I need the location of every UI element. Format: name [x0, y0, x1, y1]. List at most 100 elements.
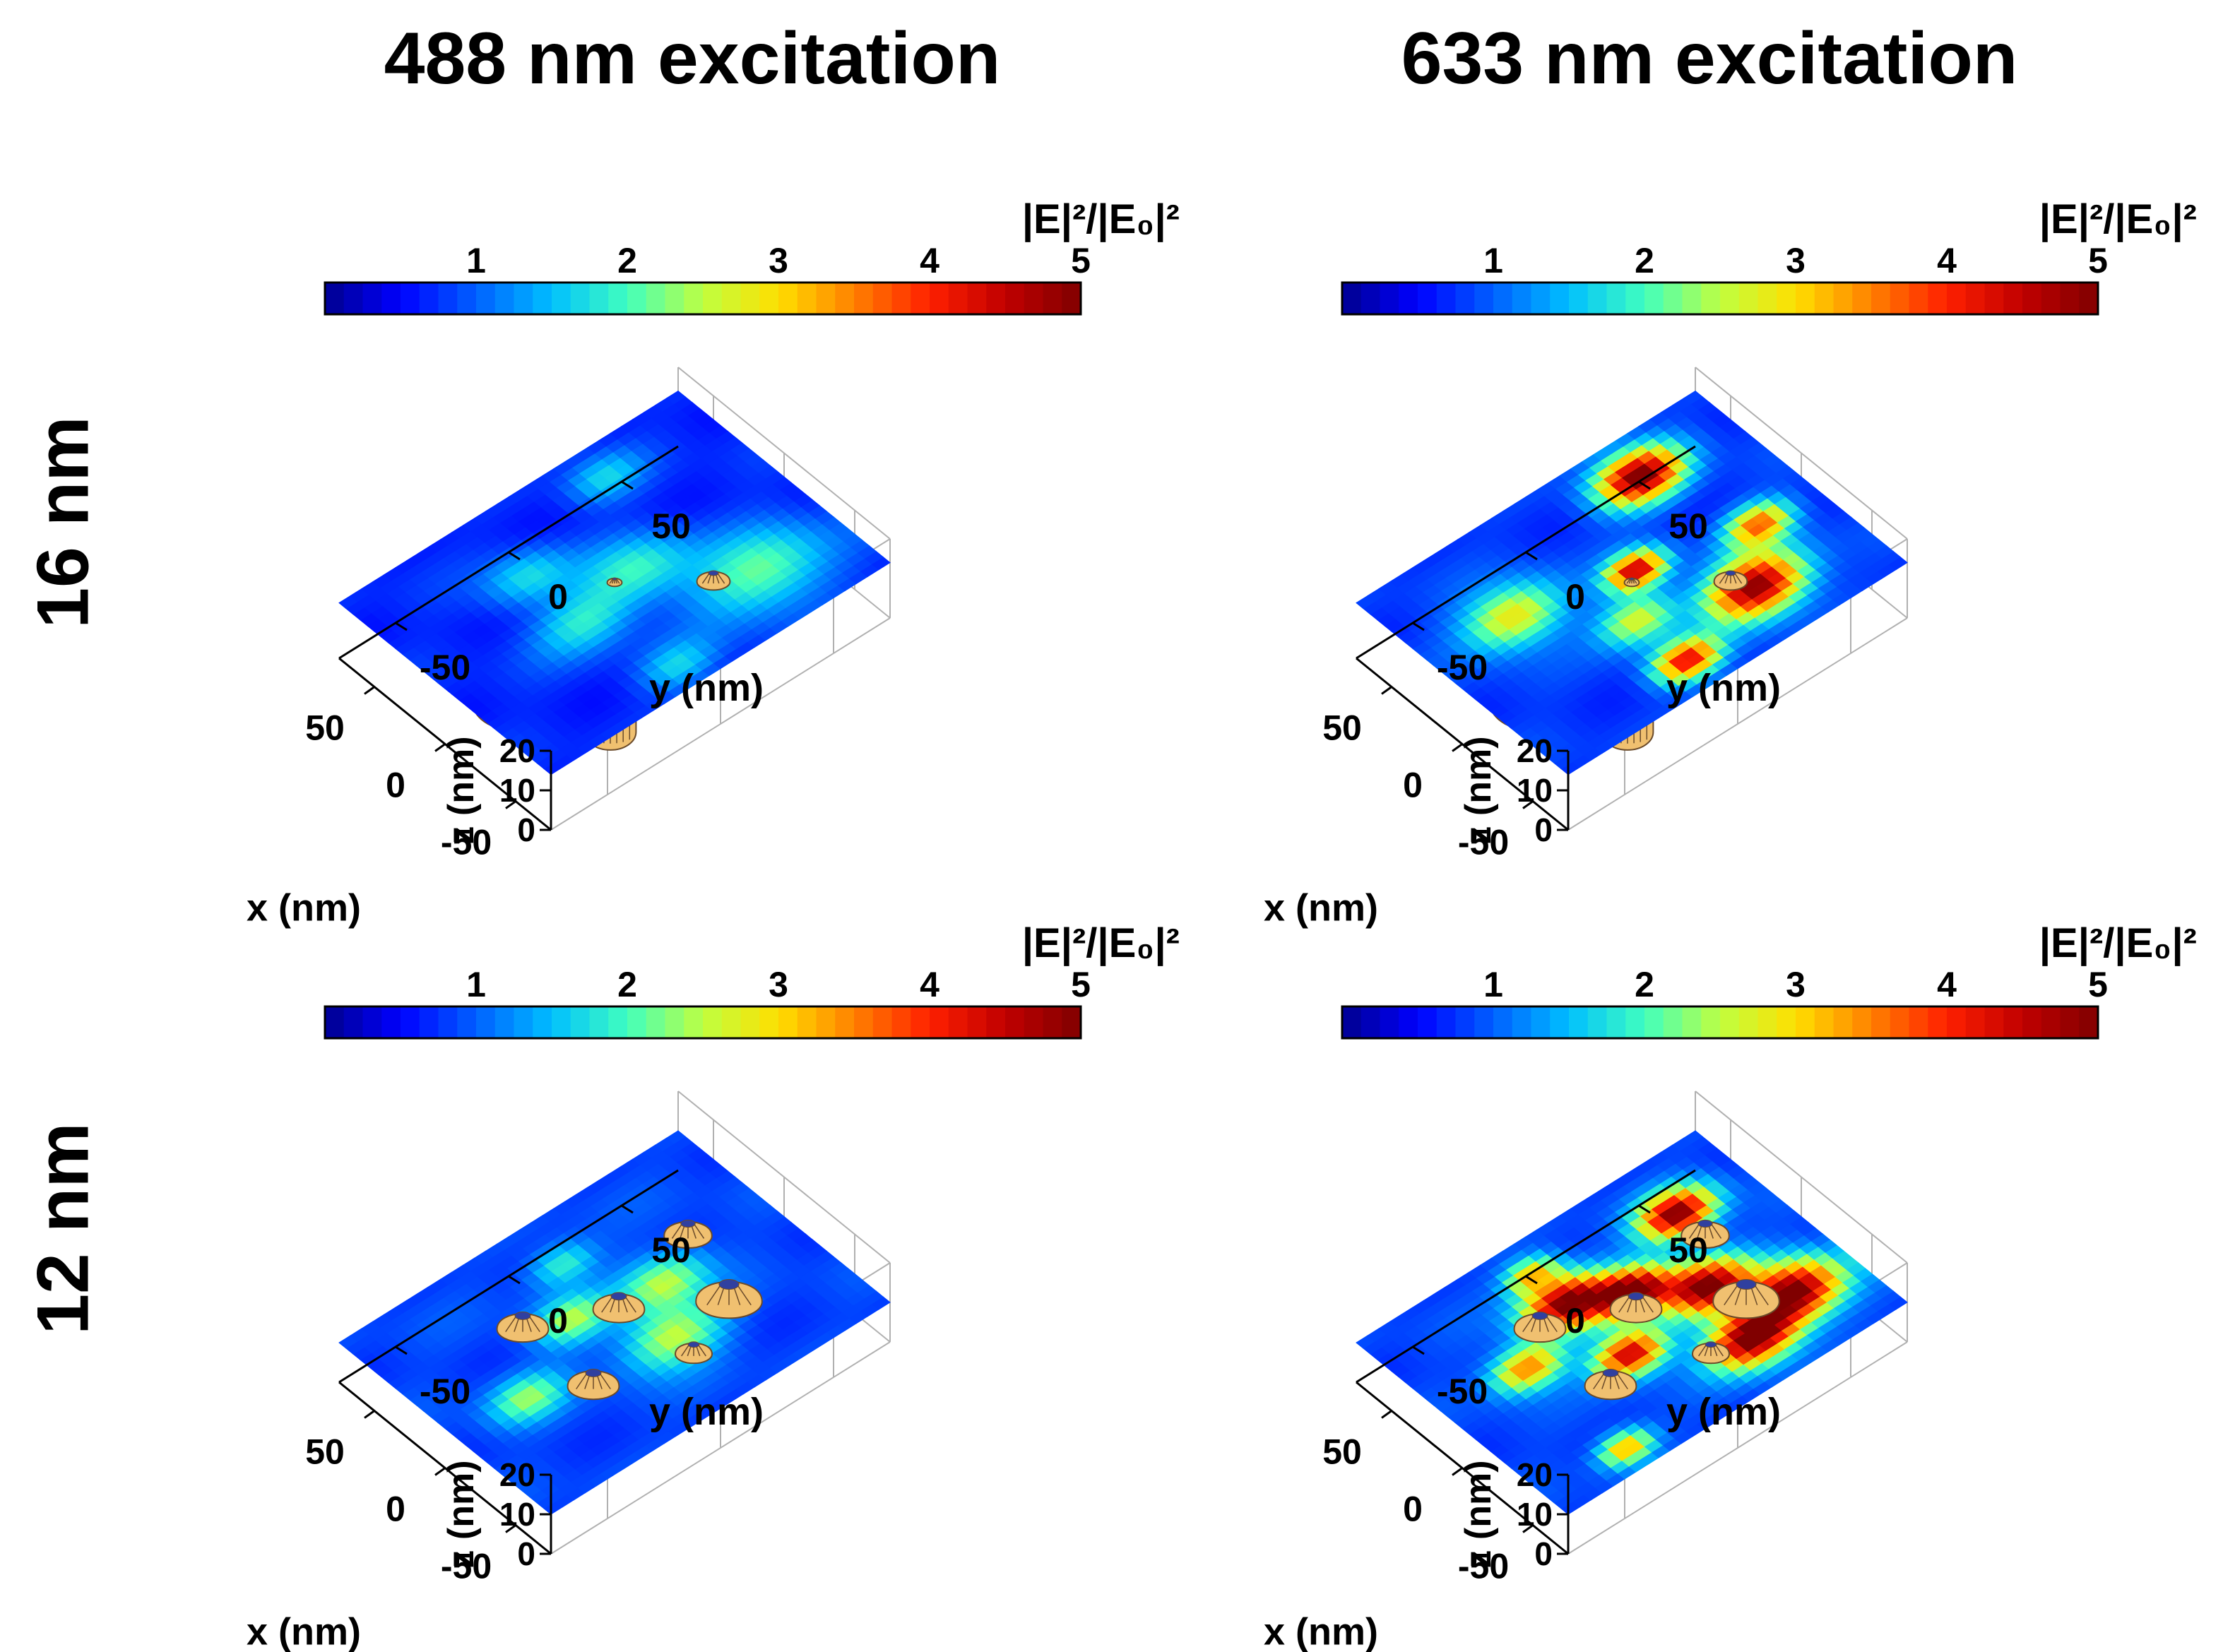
colorbar-segment — [930, 283, 949, 314]
x-tick-label: -50 — [441, 1547, 492, 1586]
colorbar-segment — [1757, 283, 1777, 314]
colorbar-segment — [362, 283, 382, 314]
field-cell — [666, 1130, 686, 1144]
colorbar-segment — [1909, 1006, 1928, 1038]
colorbar-segment — [1852, 1006, 1872, 1038]
colorbar-segment — [1062, 1006, 1081, 1038]
colorbar-label: |E|²/|E₀|² — [1022, 196, 1180, 242]
particle-dome-above — [606, 577, 623, 588]
colorbar-segment — [1024, 1006, 1044, 1038]
colorbar-segment — [1550, 1006, 1570, 1038]
grid-line — [1567, 617, 1908, 831]
colorbar-tick-label: 3 — [1786, 965, 1806, 1004]
colorbar-segment — [986, 1006, 1006, 1038]
y-tick-label: 0 — [548, 1301, 568, 1341]
colorbar-tick-label: 4 — [920, 965, 939, 1004]
colorbar-segment — [740, 1006, 760, 1038]
colorbar-tick-label: 1 — [466, 241, 486, 280]
colorbar-segment — [684, 1006, 704, 1038]
field-cell — [1683, 1130, 1703, 1144]
y-axis-label: y (nm) — [1666, 1391, 1781, 1433]
colorbar-segment — [1531, 283, 1551, 314]
dome-cap — [680, 1219, 696, 1228]
colorbar-segment — [1569, 283, 1589, 314]
particle-dome-above — [1623, 577, 1640, 588]
colorbar-segment — [1342, 1006, 1362, 1038]
colorbar-segment — [1777, 283, 1796, 314]
x-tick — [1381, 1410, 1392, 1419]
colorbar-segment — [1890, 283, 1910, 314]
colorbar-segment — [343, 283, 364, 314]
colorbar-segment — [1418, 283, 1437, 314]
colorbar-segment — [457, 283, 477, 314]
z-tick-label: 10 — [1517, 772, 1553, 809]
z-axis-label: z (nm) — [1458, 736, 1499, 844]
colorbar-segment — [1043, 1006, 1062, 1038]
y-tick — [508, 1275, 521, 1285]
y-tick-label: 50 — [651, 1230, 691, 1270]
colorbar-segment — [721, 1006, 742, 1038]
x-tick-label: 0 — [1403, 1490, 1423, 1529]
particle-dome-above — [1712, 1279, 1780, 1319]
colorbar-segment — [401, 283, 420, 314]
colorbar-segment — [1024, 283, 1044, 314]
colorbar-tick-label: 1 — [1483, 965, 1503, 1004]
row-title-16nm: 16 nm — [22, 416, 105, 629]
colorbar-label: |E|²/|E₀|² — [2039, 920, 2197, 966]
colorbar-segment — [589, 283, 609, 314]
x-tick — [1452, 1467, 1463, 1476]
colorbar-segment — [1833, 283, 1853, 314]
x-tick — [434, 1467, 446, 1476]
colorbar-segment — [1550, 283, 1570, 314]
z-tick-label: 10 — [1517, 1496, 1553, 1533]
y-tick — [621, 1204, 634, 1214]
colorbar-segment — [608, 283, 628, 314]
colorbar-segment — [1625, 283, 1645, 314]
colorbar-segment — [1455, 1006, 1475, 1038]
colorbar-segment — [1984, 1006, 2004, 1038]
colorbar-segment — [1947, 283, 1967, 314]
dome-cap — [1629, 577, 1635, 581]
colorbar-segment — [1512, 283, 1532, 314]
colorbar-tick-label: 5 — [2088, 965, 2108, 1004]
x-tick-label: 50 — [1322, 1432, 1362, 1472]
colorbar-segment — [1644, 283, 1664, 314]
dome-cap — [612, 577, 617, 581]
z-axis-label: z (nm) — [441, 736, 482, 844]
colorbar-segment — [948, 1006, 968, 1038]
y-tick-label: 0 — [1565, 577, 1585, 617]
colorbar-segment — [684, 283, 704, 314]
colorbar-segment — [1436, 1006, 1457, 1038]
z-tick-label: 10 — [499, 1496, 535, 1533]
colorbar-segment — [419, 1006, 439, 1038]
particle-dome-above — [592, 1292, 646, 1324]
x-axis-label: x (nm) — [1264, 1611, 1378, 1652]
particle-dome-above — [1691, 1341, 1731, 1365]
y-tick-label: 0 — [1565, 1301, 1585, 1341]
colorbar-segment — [872, 1006, 893, 1038]
dome-cap — [687, 1341, 700, 1348]
y-tick — [1638, 480, 1651, 490]
colorbar-tick-label: 3 — [1786, 241, 1806, 280]
z-tick-label: 10 — [499, 772, 535, 809]
colorbar-segment — [1928, 1006, 1948, 1038]
colorbar-segment — [438, 283, 458, 314]
colorbar-segment — [911, 1006, 930, 1038]
column-title-488: 488 nm excitation — [384, 18, 1001, 100]
x-tick — [1381, 686, 1392, 695]
colorbar-segment — [381, 1006, 401, 1038]
dome-cap — [1725, 570, 1736, 576]
colorbar-segment — [476, 1006, 496, 1038]
colorbar-segment — [2060, 283, 2080, 314]
colorbar-segment — [835, 283, 855, 314]
field-cell — [1683, 390, 1703, 405]
colorbar-segment — [1606, 1006, 1626, 1038]
y-tick — [621, 480, 634, 490]
colorbar-border — [324, 281, 1082, 316]
dome-cap — [1705, 1341, 1717, 1348]
z-tick-label: 0 — [1534, 812, 1553, 848]
